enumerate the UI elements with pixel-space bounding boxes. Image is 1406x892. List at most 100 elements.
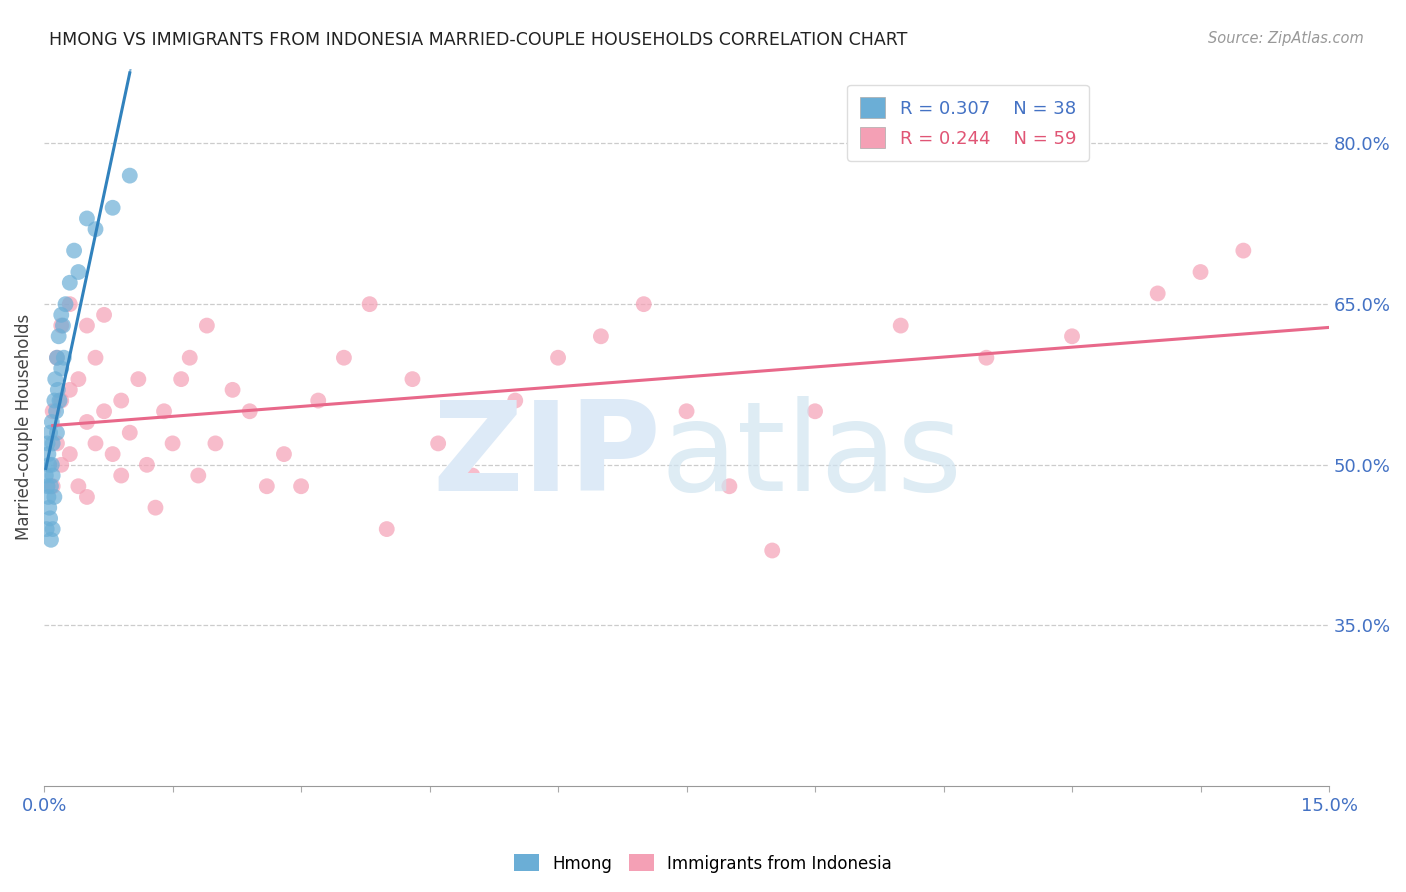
Point: [48, 393, 70, 408]
Point: [67, 265, 90, 279]
Point: [153, 404, 176, 418]
Text: ZIP: ZIP: [432, 395, 661, 516]
Point: [1060, 329, 1083, 343]
Point: [401, 372, 423, 386]
Point: [890, 318, 912, 333]
Point: [41, 479, 63, 493]
Point: [101, 447, 124, 461]
Point: [46, 425, 69, 440]
Point: [35, 468, 58, 483]
Point: [41, 436, 63, 450]
Point: [359, 297, 381, 311]
Point: [39, 425, 62, 440]
Point: [39, 511, 62, 525]
Point: [39, 533, 62, 547]
Legend: Hmong, Immigrants from Indonesia: Hmong, Immigrants from Indonesia: [508, 847, 898, 880]
Point: [239, 404, 262, 418]
Point: [41, 404, 63, 418]
Point: [41, 468, 63, 483]
Point: [51, 308, 73, 322]
Point: [761, 543, 783, 558]
Point: [76, 318, 98, 333]
Point: [44, 393, 66, 408]
Point: [675, 404, 697, 418]
Point: [41, 522, 63, 536]
Point: [162, 436, 184, 450]
Point: [976, 351, 998, 365]
Point: [51, 361, 73, 376]
Point: [37, 490, 59, 504]
Point: [127, 372, 149, 386]
Point: [44, 490, 66, 504]
Point: [41, 415, 63, 429]
Point: [307, 393, 329, 408]
Point: [38, 458, 60, 472]
Point: [84, 351, 107, 365]
Point: [39, 479, 62, 493]
Point: [48, 329, 70, 343]
Point: [59, 447, 82, 461]
Point: [195, 318, 218, 333]
Point: [204, 436, 226, 450]
Point: [45, 404, 67, 418]
Point: [633, 297, 655, 311]
Point: [718, 479, 741, 493]
Point: [170, 372, 193, 386]
Point: [52, 318, 75, 333]
Point: [51, 318, 73, 333]
Point: [46, 383, 69, 397]
Point: [46, 351, 69, 365]
Point: [59, 297, 82, 311]
Point: [37, 447, 59, 461]
Point: [273, 447, 295, 461]
Point: [41, 458, 63, 472]
Point: [547, 351, 569, 365]
Point: [256, 479, 278, 493]
Text: atlas: atlas: [661, 395, 963, 516]
Point: [76, 211, 98, 226]
Point: [93, 404, 115, 418]
Point: [118, 425, 141, 440]
Point: [503, 393, 526, 408]
Point: [76, 490, 98, 504]
Point: [589, 329, 612, 343]
Point: [52, 351, 75, 365]
Point: [427, 436, 450, 450]
Point: [63, 244, 86, 258]
Y-axis label: Married-couple Households: Married-couple Households: [15, 314, 32, 541]
Point: [51, 458, 73, 472]
Point: [461, 468, 484, 483]
Point: [135, 458, 157, 472]
Point: [187, 468, 209, 483]
Point: [38, 500, 60, 515]
Point: [221, 383, 243, 397]
Point: [35, 522, 58, 536]
Point: [804, 404, 827, 418]
Point: [55, 297, 77, 311]
Point: [101, 201, 124, 215]
Point: [67, 372, 90, 386]
Point: [110, 468, 132, 483]
Point: [375, 522, 398, 536]
Point: [46, 436, 69, 450]
Point: [76, 415, 98, 429]
Point: [1146, 286, 1168, 301]
Text: HMONG VS IMMIGRANTS FROM INDONESIA MARRIED-COUPLE HOUSEHOLDS CORRELATION CHART: HMONG VS IMMIGRANTS FROM INDONESIA MARRI…: [49, 31, 908, 49]
Point: [59, 383, 82, 397]
Point: [118, 169, 141, 183]
Point: [59, 276, 82, 290]
Text: Source: ZipAtlas.com: Source: ZipAtlas.com: [1208, 31, 1364, 46]
Point: [1189, 265, 1212, 279]
Point: [46, 351, 69, 365]
Point: [179, 351, 201, 365]
Point: [51, 393, 73, 408]
Point: [37, 479, 59, 493]
Point: [1232, 244, 1254, 258]
Point: [84, 222, 107, 236]
Point: [44, 372, 66, 386]
Point: [110, 393, 132, 408]
Legend: R = 0.307    N = 38, R = 0.244    N = 59: R = 0.307 N = 38, R = 0.244 N = 59: [848, 85, 1088, 161]
Point: [84, 436, 107, 450]
Point: [333, 351, 356, 365]
Point: [37, 436, 59, 450]
